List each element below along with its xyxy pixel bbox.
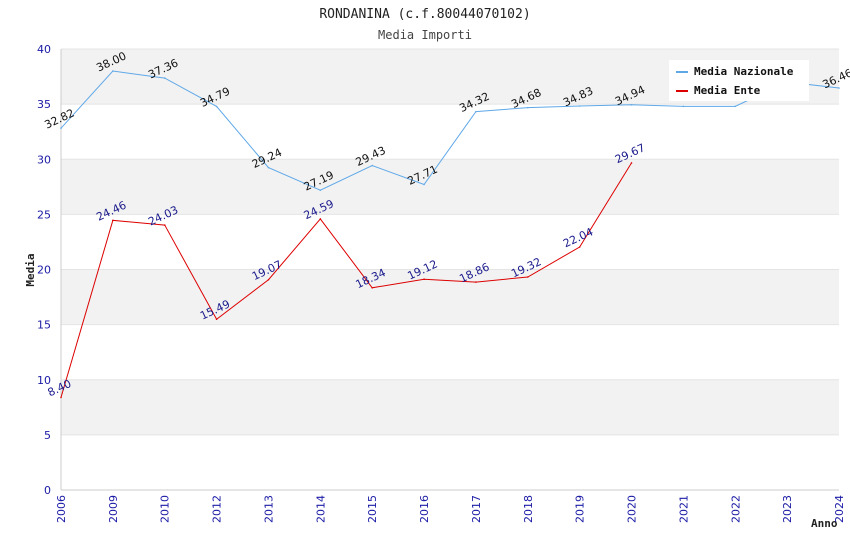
legend: Media Nazionale Media Ente — [669, 60, 809, 101]
x-tick-label: 2023 — [781, 495, 794, 523]
y-tick-label: 15 — [37, 319, 51, 332]
x-tick-label: 2022 — [729, 495, 742, 523]
data-point — [527, 276, 529, 278]
x-tick-label: 2016 — [418, 495, 431, 523]
data-point — [371, 287, 374, 289]
x-axis-label: Anno — [811, 517, 838, 530]
data-point — [215, 105, 218, 108]
x-tick-label: 2021 — [677, 495, 690, 523]
data-point — [319, 189, 322, 192]
y-tick-label: 40 — [37, 43, 51, 56]
x-tick-label: 2009 — [107, 495, 120, 523]
data-point — [682, 105, 685, 108]
data-point — [423, 278, 425, 281]
data-point — [578, 105, 581, 107]
data-point — [630, 162, 633, 164]
data-point — [475, 281, 477, 283]
x-tick-label: 2013 — [262, 495, 275, 523]
x-tick-label: 2006 — [55, 495, 68, 523]
series-layer — [60, 70, 840, 399]
data-point — [60, 127, 62, 129]
data-point — [267, 166, 270, 169]
x-tick-label: 2024 — [833, 495, 846, 523]
data-point — [475, 110, 477, 113]
y-tick-label: 25 — [37, 208, 51, 221]
series-line-ente — [60, 162, 632, 398]
y-axis-ticks: 0 5 10 15 20 25 30 35 40 — [37, 43, 51, 497]
y-tick-label: 35 — [37, 98, 51, 111]
x-tick-label: 2017 — [470, 495, 483, 523]
x-tick-label: 2015 — [366, 495, 379, 523]
x-tick-label: 2010 — [159, 495, 172, 523]
data-point — [578, 246, 581, 248]
series-line-nazionale — [60, 70, 840, 191]
chart-subtitle: Media Importi — [378, 28, 472, 42]
data-point — [734, 105, 737, 108]
data-point — [267, 278, 270, 281]
plot-area — [60, 48, 839, 491]
data-point — [112, 70, 114, 72]
data-label: 22.04 — [561, 225, 595, 250]
data-point — [319, 218, 322, 220]
data-point — [163, 224, 166, 226]
y-tick-label: 5 — [44, 429, 51, 442]
y-tick-label: 0 — [44, 484, 51, 497]
y-tick-label: 10 — [37, 374, 51, 387]
grid-band — [61, 379, 839, 435]
data-point — [423, 183, 425, 186]
y-tick-label: 30 — [37, 153, 51, 166]
data-point — [838, 87, 840, 89]
data-point — [163, 77, 166, 79]
legend-label-nazionale: Media Nazionale — [694, 65, 794, 78]
data-point — [630, 103, 633, 106]
x-axis-ticks: 2006 2009 2010 2012 2013 2014 2015 2016 2017 2018… — [55, 495, 846, 523]
data-point — [60, 396, 62, 399]
legend-box — [669, 60, 809, 101]
data-point — [371, 164, 374, 167]
data-point — [527, 106, 529, 109]
y-axis-label: Media — [24, 253, 37, 286]
chart-title: RONDANINA (c.f.80044070102) — [319, 7, 530, 22]
grid-bands — [61, 49, 839, 435]
data-point — [112, 219, 114, 222]
x-tick-label: 2014 — [314, 495, 327, 523]
x-tick-label: 2020 — [626, 495, 639, 523]
grid-band — [61, 269, 839, 325]
x-tick-label: 2018 — [522, 495, 535, 523]
y-tick-label: 20 — [37, 264, 51, 277]
x-tick-label: 2019 — [574, 495, 587, 523]
x-tick-label: 2012 — [211, 495, 224, 523]
grid-band — [61, 159, 839, 215]
legend-label-ente: Media Ente — [694, 84, 761, 97]
data-point — [215, 318, 218, 321]
